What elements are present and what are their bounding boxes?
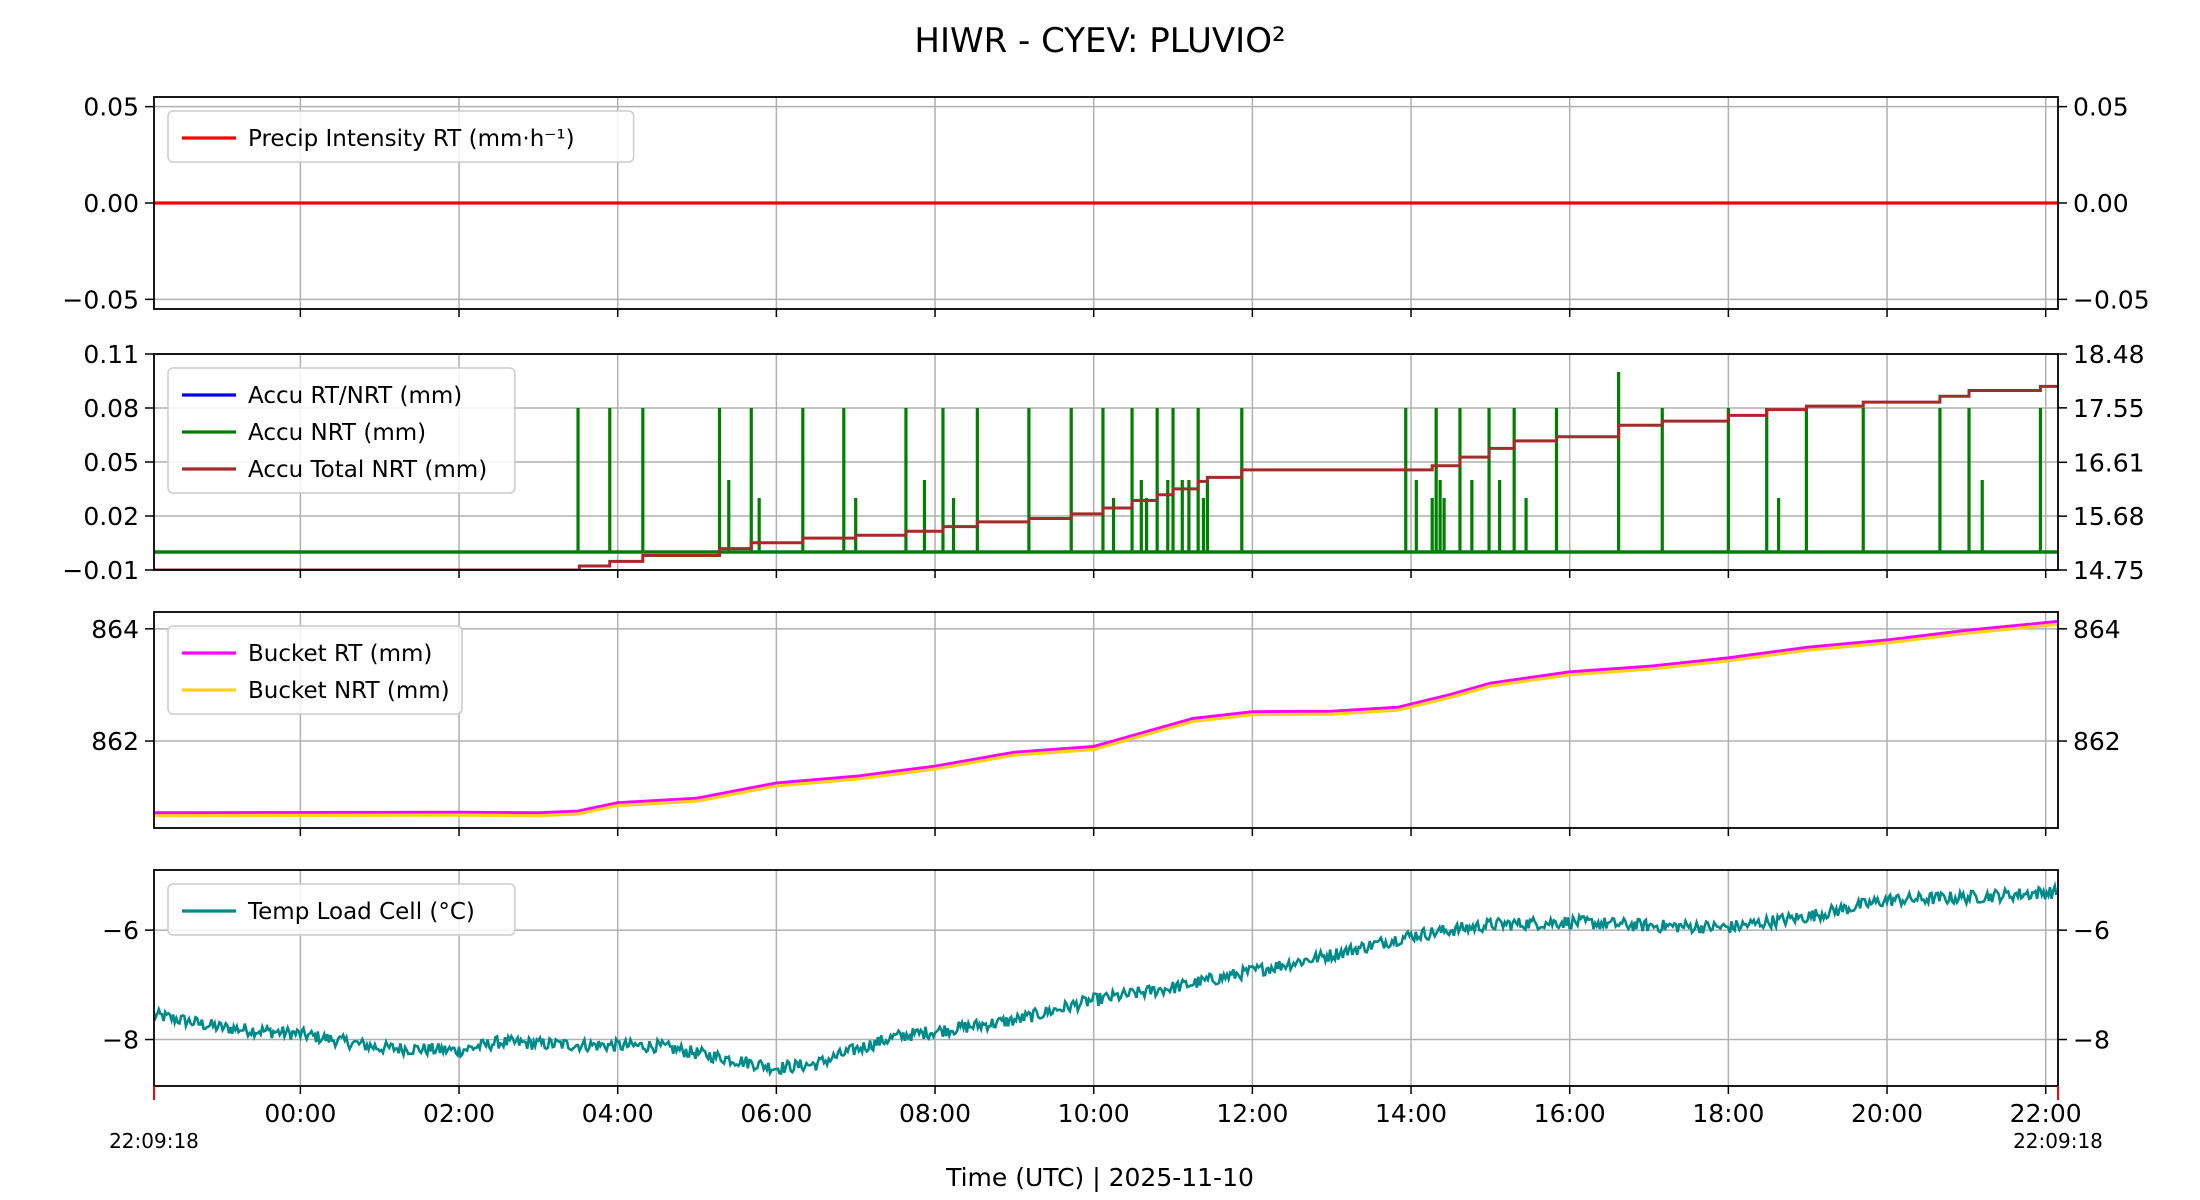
- y-tick-label: −8: [102, 1026, 139, 1055]
- panel-1: 0.05 0.00 −0.05 0.05 0.00 −0.05 Precip Intensi…: [62, 93, 2150, 317]
- x-tick-label: 18:00: [1692, 1099, 1764, 1128]
- legend: Temp Load Cell (°C): [167, 883, 516, 936]
- y-tick-label-right: −0.05: [2073, 285, 2150, 314]
- x-tick-label: 12:00: [1216, 1099, 1288, 1128]
- y-tick-label: 0.02: [83, 502, 139, 531]
- y-tick-label: 0.00: [83, 189, 139, 218]
- y-tick-label: 0.08: [83, 394, 139, 423]
- panel-frame: [153, 611, 2059, 829]
- series-line-temp: [154, 880, 2058, 1078]
- x-tick-label: 02:00: [423, 1099, 495, 1128]
- legend-box: [167, 367, 516, 494]
- x-tick-label: 10:00: [1058, 1099, 1130, 1128]
- series-line-accu-nrt: [154, 372, 2058, 554]
- y-tick-label: 0.05: [83, 93, 139, 122]
- y-tick-label: 0.05: [83, 448, 139, 477]
- y-tick-label-right: 862: [2073, 727, 2121, 756]
- legend-box: [167, 110, 635, 163]
- legend-box: [167, 883, 516, 936]
- legend-label: Accu RT/NRT (mm): [248, 383, 462, 409]
- panel-4: −6 −8 −6 −8 Temp Load Cell (°C): [102, 869, 2110, 1094]
- y-tick-label-right: −6: [2073, 916, 2110, 945]
- x-edge-label: 22:09:18: [109, 1129, 199, 1153]
- y-tick-label: 0.11: [83, 340, 139, 369]
- legend-label: Precip Intensity RT (mm·h⁻¹): [248, 126, 575, 152]
- y-tick-label: 862: [91, 727, 139, 756]
- chart-title: HIWR - CYEV: PLUVIO²: [914, 21, 1285, 61]
- y-tick-label-right: 18.48: [2073, 340, 2145, 369]
- series-line-1: [154, 622, 2058, 818]
- y-tick-label-right: 15.68: [2073, 502, 2145, 531]
- series-group: [154, 880, 2058, 1078]
- series-group: [154, 372, 2058, 570]
- y-tick-label-right: −8: [2073, 1026, 2110, 1055]
- panel-2: 0.11 0.08 0.05 0.02 −0.01 18.48 17.55 16.61 15.6…: [62, 340, 2144, 585]
- x-tick-label: 14:00: [1375, 1099, 1447, 1128]
- panel-frame: [153, 869, 2059, 1087]
- legend: Accu RT/NRT (mm) Accu NRT (mm) Accu Total …: [167, 367, 516, 494]
- legend: Precip Intensity RT (mm·h⁻¹): [167, 110, 635, 163]
- y-tick-label: −0.01: [62, 556, 139, 585]
- legend-box: [167, 625, 463, 715]
- series-line-0: [154, 619, 2058, 815]
- legend-label: Accu NRT (mm): [248, 420, 426, 446]
- y-tick-label: 864: [91, 615, 139, 644]
- x-tick-label: 20:00: [1851, 1099, 1923, 1128]
- x-axis-label: Time (UTC) | 2025-11-10: [945, 1163, 1254, 1192]
- panel-3: 864 862 864 862 Bucket RT (mm) Bucket NRT (mm…: [91, 611, 2121, 836]
- series-line-accu-total: [154, 384, 2058, 570]
- chart-panels: 0.05 0.00 −0.05 0.05 0.00 −0.05 Precip Intensi…: [62, 93, 2149, 1153]
- y-tick-label-right: 17.55: [2073, 394, 2145, 423]
- legend: Bucket RT (mm) Bucket NRT (mm): [167, 625, 463, 715]
- x-axis: 00:00 02:00 04:00 06:00 08:00 10:00 12:00 14:00…: [109, 1086, 2103, 1153]
- legend-label: Accu Total NRT (mm): [248, 457, 487, 483]
- legend-label: Bucket NRT (mm): [248, 678, 450, 704]
- x-tick-label: 04:00: [582, 1099, 654, 1128]
- x-tick-label: 22:00: [2010, 1099, 2082, 1128]
- x-tick-label: 00:00: [264, 1099, 336, 1128]
- legend-label: Bucket RT (mm): [248, 641, 432, 667]
- x-tick-label: 08:00: [899, 1099, 971, 1128]
- y-tick-label-right: 864: [2073, 615, 2121, 644]
- x-tick-label: 06:00: [740, 1099, 812, 1128]
- y-tick-label: −0.05: [62, 285, 139, 314]
- x-tick-label: 16:00: [1534, 1099, 1606, 1128]
- y-tick-label-right: 16.61: [2073, 448, 2145, 477]
- y-tick-label-right: 0.05: [2073, 93, 2129, 122]
- legend-label: Temp Load Cell (°C): [247, 899, 475, 925]
- y-tick-label: −6: [102, 916, 139, 945]
- series-group: [154, 619, 2058, 818]
- y-tick-label-right: 0.00: [2073, 189, 2129, 218]
- x-edge-label: 22:09:18: [2013, 1129, 2103, 1153]
- y-tick-label-right: 14.75: [2073, 556, 2145, 585]
